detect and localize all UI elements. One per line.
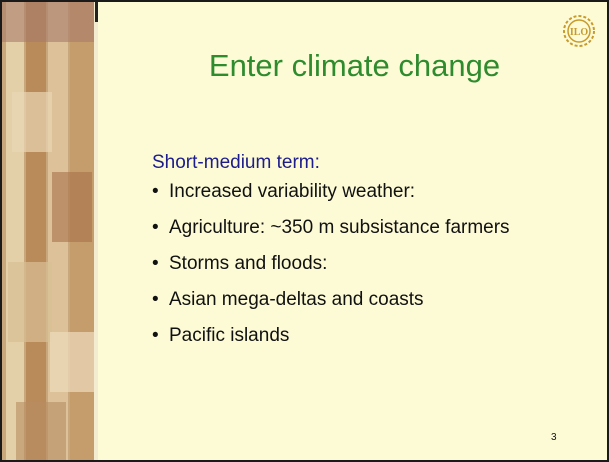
bullet: Pacific islands: [152, 324, 572, 348]
strip-patch: [2, 2, 98, 42]
strip-patch: [8, 262, 52, 342]
decor-strip: [2, 2, 98, 460]
bullet-list: Increased variability weather: Agricultur…: [152, 180, 572, 360]
strip-patch: [50, 332, 94, 392]
logo-wreath: [563, 15, 595, 47]
strip-band: [26, 2, 46, 460]
strip-edge: [94, 2, 98, 460]
ilo-logo: ILO: [563, 15, 595, 47]
logo-text: ILO: [570, 27, 589, 38]
page-number: 3: [551, 432, 557, 443]
bullet: Increased variability weather:: [152, 180, 572, 204]
logo-ring: [567, 19, 591, 43]
strip-patch: [12, 92, 52, 152]
bullet: Agriculture: ~350 m subsistance farmers: [152, 216, 572, 240]
subtitle: Short-medium term:: [152, 152, 320, 173]
strip-patch: [52, 172, 92, 242]
slide-title: Enter climate change: [208, 48, 501, 83]
strip-patch: [16, 402, 66, 460]
bullet: Storms and floods:: [152, 252, 572, 276]
strip-band: [6, 2, 24, 460]
bullet: Asian mega-deltas and coasts: [152, 288, 572, 312]
strip-tab: [95, 2, 98, 22]
